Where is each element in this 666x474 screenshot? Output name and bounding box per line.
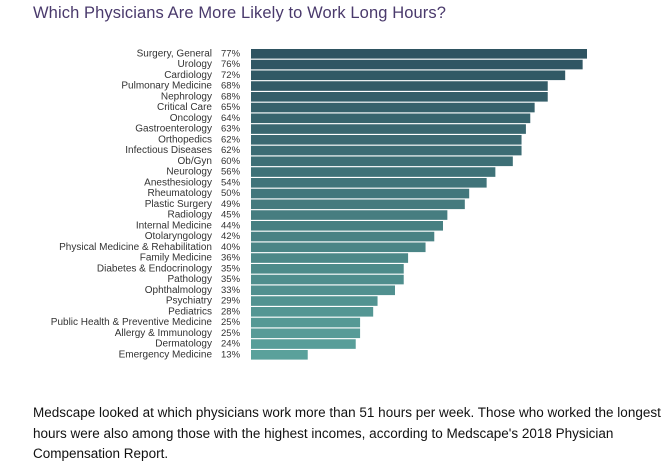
category-label: Oncology [170,113,212,124]
bar [251,231,435,242]
value-label: 49% [221,199,241,210]
bar [251,253,409,263]
category-label: Infectious Diseases [125,145,212,156]
value-label: 35% [221,274,241,285]
bar [251,242,426,253]
category-label: Psychiatry [166,296,212,307]
bar [251,274,404,285]
bar [251,113,531,124]
value-label: 25% [221,317,241,328]
bar [251,145,522,156]
bar [251,102,535,113]
value-label: 28% [221,306,241,317]
value-label: 77% [221,48,241,59]
value-label: 72% [221,70,241,81]
bar [251,167,496,177]
bar [251,156,513,167]
value-label: 36% [221,253,241,264]
category-label: Rheumatology [148,188,212,199]
bar [251,264,404,274]
bar [251,81,548,91]
bar [251,328,361,339]
bar [251,178,487,188]
category-label: Allergy & Immunology [115,328,212,339]
bar [251,307,374,317]
bar [251,92,548,102]
caption-text: Medscape looked at which physicians work… [33,405,661,461]
value-label: 33% [221,285,241,296]
category-label: Ob/Gyn [178,156,212,167]
bar-chart: Surgery, General 77% Urology 76% Cardiology 7… [51,48,587,360]
bar [251,317,361,328]
category-label: Pediatrics [168,306,212,317]
category-label: Emergency Medicine [119,349,213,360]
category-label: Urology [178,59,212,70]
category-label: Physical Medicine & Rehabilitation [59,242,212,253]
bar [251,124,526,134]
category-label: Otolaryngology [145,231,212,242]
category-label: Cardiology [164,70,212,81]
category-label: Diabetes & Endocrinology [97,263,212,274]
value-label: 56% [221,167,241,178]
bar [251,350,308,360]
category-label: Dermatology [155,339,212,350]
value-label: 62% [221,145,241,156]
bar [251,210,448,220]
bar [251,49,587,59]
value-label: 35% [221,263,241,274]
bar [251,135,522,145]
value-label: 76% [221,59,241,70]
category-label: Orthopedics [158,134,212,145]
value-label: 64% [221,113,241,124]
bar [251,285,395,296]
bar [251,339,356,349]
bar [251,70,566,81]
value-label: 68% [221,91,241,102]
value-label: 44% [221,220,241,231]
value-label: 40% [221,242,241,253]
category-label: Critical Care [157,102,212,113]
value-label: 25% [221,328,241,339]
value-label: 65% [221,102,241,113]
value-label: 45% [221,210,241,221]
value-label: 24% [221,339,241,350]
category-label: Surgery, General [137,48,212,59]
value-label: 13% [221,349,241,360]
value-label: 62% [221,134,241,145]
bar [251,59,583,70]
category-label: Public Health & Preventive Medicine [51,317,213,328]
bar [251,221,443,231]
category-label: Ophthalmology [145,285,212,296]
value-label: 63% [221,124,241,135]
category-label: Neurology [166,167,212,178]
bar [251,296,378,306]
category-label: Pulmonary Medicine [121,81,212,92]
bar [251,199,465,210]
value-label: 68% [221,81,241,92]
chart-title: Which Physicians Are More Likely to Work… [33,4,446,22]
category-label: Plastic Surgery [145,199,212,210]
bar [251,188,470,199]
category-label: Internal Medicine [136,220,213,231]
value-label: 60% [221,156,241,167]
category-label: Family Medicine [140,253,213,264]
value-label: 42% [221,231,241,242]
value-label: 54% [221,177,241,188]
value-label: 29% [221,296,241,307]
category-label: Gastroenterology [135,124,212,135]
category-label: Pathology [168,274,212,285]
value-label: 50% [221,188,241,199]
category-label: Nephrology [161,91,212,102]
category-label: Anesthesiology [144,177,212,188]
category-label: Radiology [168,210,212,221]
